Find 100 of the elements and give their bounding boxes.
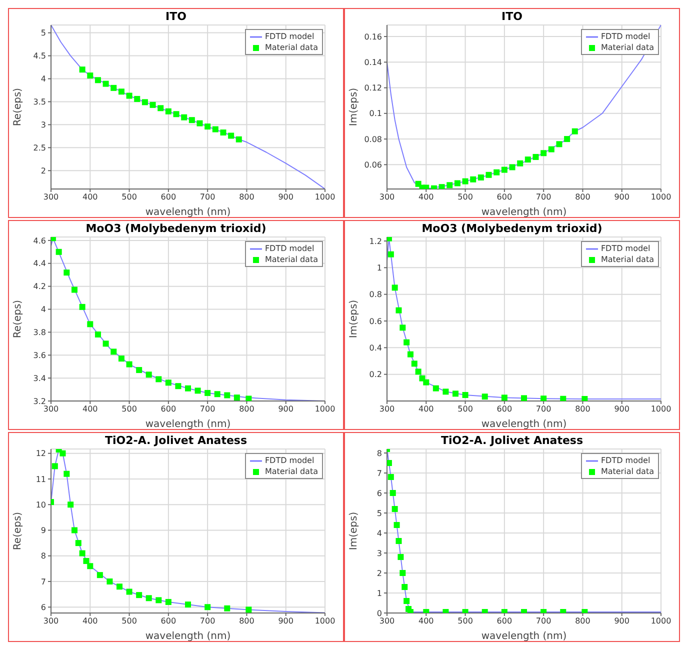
point <box>188 117 195 124</box>
y-tick-label: 4 <box>40 74 46 84</box>
point <box>452 390 458 397</box>
x-tick-label: 1000 <box>650 616 672 626</box>
x-axis-title: wavelength (nm) <box>481 207 567 218</box>
y-tick-label: 2 <box>40 166 46 176</box>
point <box>194 388 201 394</box>
point <box>390 490 396 496</box>
y-tick-label: 7 <box>376 468 382 478</box>
y-tick-label: 0 <box>376 608 382 618</box>
point <box>204 390 211 396</box>
point <box>156 376 162 382</box>
x-axis-title: wavelength (nm) <box>145 631 231 642</box>
x-tick-label: 1000 <box>314 192 336 202</box>
legend-label: Material data <box>600 466 654 477</box>
legend-label: FDTD model <box>264 31 314 42</box>
point <box>64 470 70 477</box>
point <box>411 360 418 367</box>
y-tick-label: 0.4 <box>369 344 382 353</box>
point <box>532 154 539 160</box>
point <box>118 356 124 362</box>
x-axis-title: wavelength (nm) <box>145 419 231 430</box>
y-tick-label: 6 <box>40 602 46 612</box>
x-tick-label: 400 <box>418 404 434 414</box>
x-tick-label: 800 <box>239 404 254 414</box>
point <box>462 178 468 184</box>
x-tick-label: 500 <box>122 404 137 414</box>
point <box>501 166 508 173</box>
x-tick-label: 400 <box>418 192 434 202</box>
point <box>126 92 132 99</box>
point <box>446 182 453 188</box>
legend-label: Material data <box>600 254 654 265</box>
point <box>79 66 86 73</box>
y-tick-label: 6 <box>376 488 382 498</box>
point <box>71 286 78 293</box>
y-tick-label: 3 <box>40 120 46 130</box>
line-series <box>51 25 325 189</box>
y-tick-label: 0.06 <box>364 160 382 170</box>
y-tick-label: 8 <box>376 448 382 458</box>
point <box>423 379 430 386</box>
point <box>228 132 234 139</box>
x-tick-label: 400 <box>82 192 98 202</box>
point <box>501 394 508 401</box>
point <box>126 361 132 368</box>
line-series <box>387 449 661 612</box>
point <box>181 114 188 120</box>
y-axis-title: Im(eps) <box>348 512 360 550</box>
x-tick-label: 600 <box>160 616 176 626</box>
point <box>470 176 476 182</box>
point <box>116 584 122 590</box>
x-tick-label: 500 <box>458 616 473 626</box>
point <box>156 597 162 604</box>
point <box>136 367 142 374</box>
point <box>87 563 94 570</box>
point <box>432 385 439 392</box>
point <box>175 383 182 390</box>
point <box>398 554 404 560</box>
point <box>64 270 70 276</box>
legend-label: FDTD model <box>600 243 650 254</box>
y-axis-title: Im(eps) <box>348 88 360 126</box>
y-tick-label: 0.1 <box>369 109 382 118</box>
x-tick-label: 300 <box>43 192 59 202</box>
point <box>478 174 484 180</box>
point <box>556 141 562 148</box>
legend-label: FDTD model <box>264 455 314 466</box>
y-tick-label: 10 <box>36 500 46 510</box>
x-tick-label: 800 <box>575 616 590 626</box>
x-tick-label: 600 <box>160 404 176 414</box>
point <box>482 394 488 400</box>
point <box>407 351 414 358</box>
point <box>165 380 172 386</box>
point <box>96 572 103 578</box>
y-tick-label: 4 <box>376 528 382 538</box>
y-tick-label: 3.2 <box>33 396 46 406</box>
point <box>404 598 410 604</box>
line-series <box>387 25 661 189</box>
point <box>94 77 101 84</box>
y-tick-label: 12 <box>36 449 46 458</box>
x-tick-label: 400 <box>418 616 434 626</box>
point <box>71 527 78 534</box>
x-tick-label: 500 <box>458 404 473 414</box>
point <box>79 304 86 310</box>
legend-label: FDTD model <box>600 455 650 466</box>
x-tick-label: 300 <box>379 616 395 626</box>
x-tick-label: 800 <box>239 616 254 626</box>
y-tick-label: 1 <box>376 588 382 598</box>
legend-label: Material data <box>264 42 318 53</box>
y-tick-label: 0.2 <box>369 370 382 380</box>
y-tick-label: 0.8 <box>369 290 382 300</box>
y-tick-label: 2 <box>376 568 382 578</box>
x-tick-label: 700 <box>536 192 552 202</box>
y-tick-label: 5 <box>376 508 382 518</box>
x-tick-label: 800 <box>239 192 254 202</box>
point <box>234 394 240 401</box>
point <box>540 150 547 156</box>
x-tick-label: 700 <box>536 616 552 626</box>
point <box>517 160 524 166</box>
point <box>415 368 422 375</box>
x-tick-label: 500 <box>458 192 473 202</box>
legend-label: Material data <box>264 254 318 265</box>
